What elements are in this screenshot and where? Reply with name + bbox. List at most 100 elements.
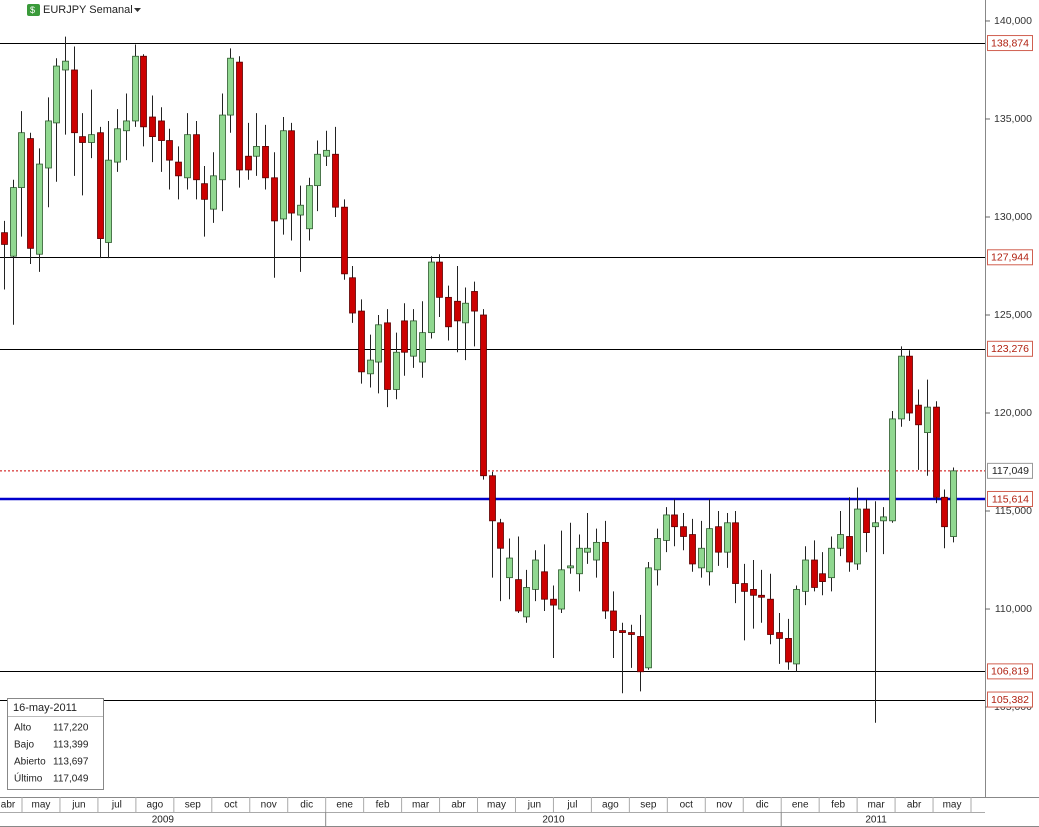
candle-body xyxy=(671,514,678,528)
candle-body xyxy=(602,541,609,612)
candle-body xyxy=(785,638,792,663)
price-box xyxy=(987,691,1033,708)
candle-body xyxy=(219,114,226,181)
candle-body xyxy=(593,541,600,561)
candle-body xyxy=(506,557,513,579)
candle-body xyxy=(314,153,321,187)
candle-body xyxy=(637,636,644,673)
month-label: jul xyxy=(111,800,122,811)
y-tick-label: 115,000 xyxy=(995,505,1032,517)
candle-body xyxy=(654,538,661,571)
info-box: 16-may-2011 Alto 117,220 Bajo 113,399 Ab… xyxy=(7,698,104,790)
candle-body xyxy=(628,632,635,635)
candle-body xyxy=(898,355,905,420)
candle-body xyxy=(567,565,574,569)
plot-area xyxy=(0,36,985,723)
candle-body xyxy=(802,559,809,592)
candle-body xyxy=(201,183,208,200)
candle-body xyxy=(175,161,182,177)
price-box xyxy=(987,249,1033,266)
candle-body xyxy=(454,300,461,322)
info-label: Bajo xyxy=(14,740,34,751)
month-label: nov xyxy=(716,800,732,811)
month-label: abr xyxy=(1,800,16,811)
price-box xyxy=(987,340,1033,357)
month-label: dic xyxy=(756,800,769,811)
candle-body xyxy=(227,57,234,116)
candle-body xyxy=(828,547,835,579)
candle-body xyxy=(715,526,722,553)
price-box-label: 105,382 xyxy=(991,694,1029,706)
candle-body xyxy=(367,359,374,375)
candle-body xyxy=(541,571,548,600)
year-label: 2011 xyxy=(865,815,887,826)
candle-body xyxy=(88,134,95,143)
candle-body xyxy=(462,302,469,324)
candle-body xyxy=(401,320,408,353)
candle-body xyxy=(45,120,52,169)
candle-body xyxy=(880,516,887,522)
info-value: 113,697 xyxy=(53,757,89,768)
title-bar[interactable]: $ EURJPY Semanal xyxy=(27,4,141,16)
candle-body xyxy=(253,146,260,157)
y-tick-label: 125,000 xyxy=(994,309,1032,321)
month-label: ene xyxy=(336,800,353,811)
info-date: 16-may-2011 xyxy=(13,702,77,714)
candle-body xyxy=(105,159,112,243)
candle-body xyxy=(419,332,426,363)
candle-body xyxy=(558,569,565,610)
candle-body xyxy=(776,632,783,639)
candle-body xyxy=(680,526,687,537)
candle-body xyxy=(811,559,818,588)
candle-body xyxy=(236,61,243,171)
candle-body xyxy=(950,470,957,537)
candle-body xyxy=(210,175,217,210)
candle-body xyxy=(349,277,356,314)
month-label: may xyxy=(32,800,51,811)
candle-body xyxy=(645,567,652,669)
candle-body xyxy=(271,177,278,222)
candle-body xyxy=(750,589,757,596)
icon-glyph: $ xyxy=(30,5,35,15)
price-box-label: 117,049 xyxy=(992,465,1029,477)
candle-body xyxy=(158,120,165,141)
month-label: abr xyxy=(451,800,466,811)
y-tick-label: 140,000 xyxy=(994,15,1032,27)
info-label: Alto xyxy=(14,723,32,734)
candle-body xyxy=(375,324,382,363)
month-label: mar xyxy=(412,800,430,811)
candle-body xyxy=(793,589,800,665)
dropdown-arrow[interactable] xyxy=(134,8,141,12)
candle-body xyxy=(393,351,400,390)
candle-body xyxy=(663,514,670,541)
year-label: 2010 xyxy=(542,815,565,826)
y-tick-label: 130,000 xyxy=(994,211,1032,223)
candle-body xyxy=(53,65,60,124)
price-box-label: 127,944 xyxy=(991,252,1029,264)
month-label: may xyxy=(943,800,962,811)
candle-body xyxy=(819,573,826,582)
info-box-frame xyxy=(7,698,104,790)
candle-body xyxy=(523,587,530,618)
candle-body xyxy=(280,130,287,220)
candle-body xyxy=(837,534,844,549)
candle-body xyxy=(515,579,522,612)
y-tick-label: 110,000 xyxy=(995,603,1032,615)
candle-body xyxy=(698,547,705,569)
month-label: jul xyxy=(566,800,577,811)
candle-body xyxy=(140,55,147,128)
candle-body xyxy=(732,522,739,584)
candle-body xyxy=(863,508,870,533)
candle-body xyxy=(384,322,391,390)
candle-body xyxy=(689,534,696,565)
info-label: Último xyxy=(14,772,43,785)
candle-body xyxy=(471,291,478,312)
candle-body xyxy=(854,508,861,565)
candle-body xyxy=(550,598,557,606)
candle-body xyxy=(36,163,43,255)
candle-body xyxy=(489,475,496,522)
candle-body xyxy=(71,69,78,134)
candle-body xyxy=(358,310,365,373)
candle-body xyxy=(619,630,626,633)
